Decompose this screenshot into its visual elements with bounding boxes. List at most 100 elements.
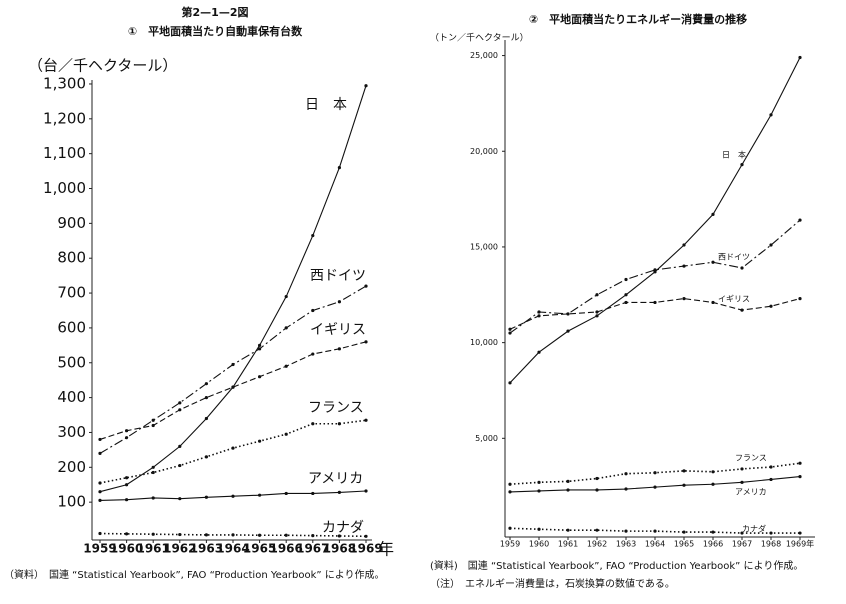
data-point xyxy=(537,350,541,354)
x-tick-label: 1964 xyxy=(645,540,665,549)
data-point xyxy=(566,312,570,316)
series-line xyxy=(99,419,367,484)
series-label: イギリス xyxy=(718,295,750,304)
x-tick-label: 1963 xyxy=(616,540,636,549)
data-point xyxy=(98,498,102,503)
data-point xyxy=(798,218,802,222)
data-point xyxy=(364,340,368,344)
data-point xyxy=(364,418,368,422)
data-point xyxy=(258,343,262,347)
data-point xyxy=(337,422,341,426)
chart-title: ① 平地面積当たり自動車保有台数 xyxy=(128,24,303,38)
y-unit: （台／千ヘクタール） xyxy=(28,57,177,75)
data-point xyxy=(566,488,570,492)
data-point xyxy=(508,526,512,530)
y-tick-label: 200 xyxy=(57,458,86,476)
data-point xyxy=(711,470,715,474)
data-point xyxy=(624,300,628,305)
series-label: アメリカ xyxy=(308,471,363,487)
y-tick-label: 900 xyxy=(57,214,86,232)
data-point xyxy=(740,467,744,471)
data-point xyxy=(624,472,628,476)
data-point xyxy=(740,163,744,167)
data-point xyxy=(98,490,102,494)
x-tick-label: 1962 xyxy=(587,540,607,549)
data-point xyxy=(231,494,235,498)
x-tick-label: 1968 xyxy=(323,542,356,556)
y-tick-label: 15,000 xyxy=(470,242,498,251)
data-point xyxy=(740,308,744,312)
y-tick-label: 1,300 xyxy=(43,74,86,92)
data-point xyxy=(258,493,262,497)
data-point xyxy=(508,327,512,331)
series-label: フランス xyxy=(308,400,364,416)
y-tick-label: 1,000 xyxy=(43,179,86,197)
series-label: 西ドイツ xyxy=(310,268,366,284)
data-point xyxy=(537,527,541,531)
series-label: 西ドイツ xyxy=(718,253,750,262)
x-tick-label: 1967 xyxy=(296,542,329,556)
data-point xyxy=(653,529,657,533)
chart-title: ② 平地面積当たりエネルギー消費量の推移 xyxy=(529,12,747,26)
data-point xyxy=(125,498,129,502)
y-tick-label: 700 xyxy=(57,284,86,302)
data-point xyxy=(178,497,182,501)
y-tick-label: 5,000 xyxy=(475,434,498,443)
data-point xyxy=(284,294,288,299)
data-point xyxy=(125,429,129,433)
data-point xyxy=(337,166,341,170)
data-point xyxy=(125,483,129,487)
data-point xyxy=(798,55,802,60)
x-tick-label: 1964 xyxy=(216,542,249,556)
x-tick-label: 1969年 xyxy=(786,539,814,549)
data-point xyxy=(151,423,155,428)
series-label: アメリカ xyxy=(735,488,767,497)
data-point xyxy=(284,326,288,330)
y-tick-label: 20,000 xyxy=(470,147,498,156)
data-point xyxy=(711,300,715,305)
data-point xyxy=(204,396,208,400)
source: （資料） 国連 “Statistical Yearbook”, FAO “Pro… xyxy=(4,568,385,581)
data-point xyxy=(178,444,182,448)
figure-number: 第2—1—2図 xyxy=(182,5,249,19)
data-point xyxy=(769,465,773,469)
data-point xyxy=(151,418,155,422)
data-point xyxy=(595,314,599,318)
data-point xyxy=(711,482,715,486)
x-tick-label: 1968 xyxy=(761,540,781,549)
data-point xyxy=(798,297,802,301)
data-point xyxy=(595,476,599,481)
data-point xyxy=(231,362,235,367)
series-label: カナダ xyxy=(742,524,766,534)
data-point xyxy=(624,293,628,297)
data-point xyxy=(711,212,715,217)
data-point xyxy=(653,485,657,489)
y-tick-label: 600 xyxy=(57,318,86,336)
data-point xyxy=(98,481,102,485)
data-point xyxy=(258,533,262,537)
y-tick-label: 500 xyxy=(57,353,86,371)
data-point xyxy=(798,531,802,535)
x-tick-label: 1959 xyxy=(83,542,116,556)
data-point xyxy=(98,451,102,455)
data-point xyxy=(508,331,512,335)
data-point xyxy=(125,476,129,480)
series-label: 日 本 xyxy=(722,150,746,160)
y-tick-label: 25,000 xyxy=(470,51,498,60)
x-tick-label: 1965 xyxy=(674,540,694,549)
data-point xyxy=(364,284,368,288)
data-point xyxy=(125,436,129,440)
data-point xyxy=(284,432,288,436)
x-tick-label: 1967 xyxy=(732,540,752,549)
y-tick-label: 100 xyxy=(57,493,86,511)
data-point xyxy=(624,277,628,282)
data-point xyxy=(364,489,368,493)
x-tick-label: 1962 xyxy=(163,542,196,556)
series-line xyxy=(99,341,367,440)
data-point xyxy=(508,482,512,486)
data-point xyxy=(740,480,744,484)
y-unit: （トン／千ヘクタール） xyxy=(430,33,529,44)
data-point xyxy=(178,463,182,468)
data-point xyxy=(231,446,235,450)
